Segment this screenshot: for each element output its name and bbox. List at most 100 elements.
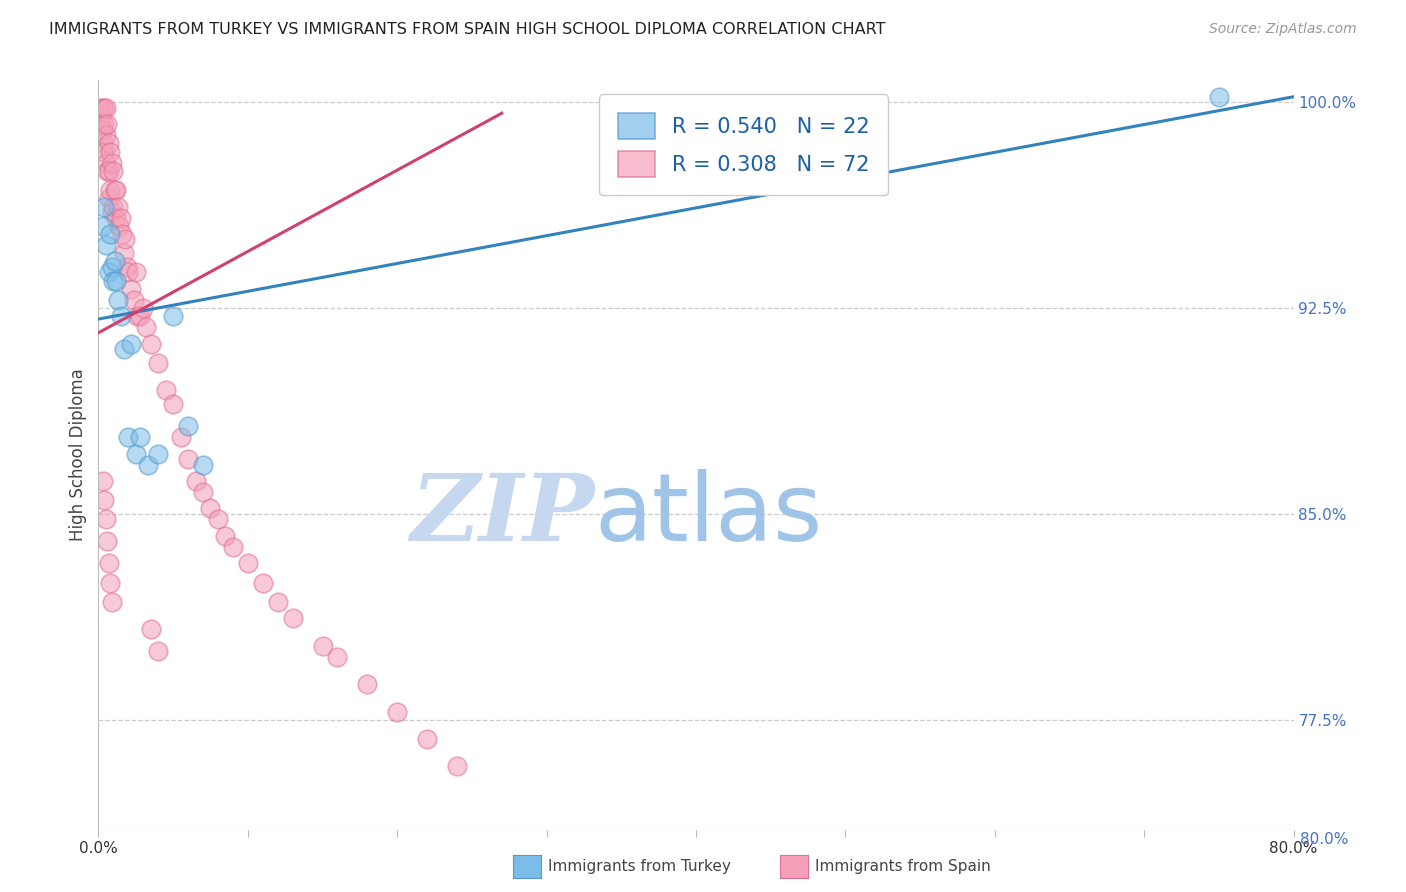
Point <box>117 265 139 279</box>
Point <box>90 109 112 123</box>
Point <box>105 274 128 288</box>
Point <box>105 211 128 225</box>
Point <box>148 356 170 370</box>
Point <box>236 557 259 571</box>
Text: 80.0%: 80.0% <box>1301 832 1348 847</box>
Point <box>107 200 129 214</box>
Point <box>107 293 129 307</box>
Point <box>124 293 146 307</box>
Point <box>108 219 131 233</box>
Point <box>101 595 124 609</box>
Point <box>416 731 439 746</box>
Point <box>93 145 115 159</box>
Point <box>98 227 122 241</box>
Point <box>222 540 245 554</box>
Text: ZIP: ZIP <box>411 470 595 560</box>
Point <box>155 384 177 398</box>
Point <box>385 705 409 719</box>
Point <box>125 265 148 279</box>
Point <box>117 430 139 444</box>
Point <box>93 117 115 131</box>
Point <box>97 265 120 279</box>
Point <box>93 200 115 214</box>
Point <box>162 310 184 324</box>
Point <box>96 117 118 131</box>
Point <box>135 320 157 334</box>
Point <box>112 246 135 260</box>
Legend: R = 0.540   N = 22, R = 0.308   N = 72: R = 0.540 N = 22, R = 0.308 N = 72 <box>599 95 889 195</box>
Point <box>129 430 152 444</box>
Point <box>191 485 214 500</box>
Point <box>91 101 114 115</box>
Point <box>148 644 170 658</box>
Point <box>103 200 125 214</box>
Text: atlas: atlas <box>595 469 823 561</box>
Point <box>105 183 128 197</box>
Point <box>177 452 200 467</box>
Text: Source: ZipAtlas.com: Source: ZipAtlas.com <box>1209 22 1357 37</box>
Point <box>103 274 125 288</box>
Point <box>139 622 162 636</box>
Point <box>89 101 111 115</box>
Point <box>101 205 124 219</box>
Point <box>101 155 124 169</box>
Point <box>91 474 114 488</box>
Point <box>356 677 378 691</box>
Point <box>97 136 120 151</box>
Point <box>96 534 118 549</box>
Point <box>91 136 114 151</box>
Text: Immigrants from Spain: Immigrants from Spain <box>815 859 991 873</box>
Point <box>101 260 124 274</box>
Point <box>129 310 152 324</box>
Point <box>120 336 142 351</box>
Point <box>267 595 290 609</box>
Point <box>97 557 120 571</box>
Point <box>127 310 149 324</box>
Point <box>90 117 112 131</box>
Point <box>98 183 122 197</box>
Point <box>120 282 142 296</box>
Point <box>114 232 136 246</box>
Point <box>214 529 236 543</box>
Point <box>252 575 274 590</box>
Point <box>94 101 117 115</box>
Point <box>115 260 138 274</box>
Point <box>110 211 132 225</box>
Point <box>93 101 115 115</box>
Point <box>98 575 122 590</box>
Point <box>97 164 120 178</box>
Point <box>1208 89 1230 103</box>
Point <box>177 419 200 434</box>
Text: IMMIGRANTS FROM TURKEY VS IMMIGRANTS FROM SPAIN HIGH SCHOOL DIPLOMA CORRELATION : IMMIGRANTS FROM TURKEY VS IMMIGRANTS FRO… <box>49 22 886 37</box>
Point <box>110 310 132 324</box>
Point <box>169 430 191 444</box>
Point <box>97 191 120 205</box>
Point <box>91 122 114 136</box>
Point <box>94 512 117 526</box>
Point <box>446 759 468 773</box>
Point <box>94 128 117 143</box>
Y-axis label: High School Diploma: High School Diploma <box>69 368 87 541</box>
Point <box>281 611 304 625</box>
Point <box>94 155 117 169</box>
Point <box>94 238 117 252</box>
Point <box>98 145 122 159</box>
Point <box>93 493 115 508</box>
Point <box>148 446 170 460</box>
Point <box>103 164 125 178</box>
Point <box>207 512 229 526</box>
Point <box>162 397 184 411</box>
Point <box>96 164 118 178</box>
Point <box>125 446 148 460</box>
Point <box>104 183 127 197</box>
Point <box>136 458 159 472</box>
Point <box>104 254 127 268</box>
Point <box>132 301 155 315</box>
Point <box>112 343 135 357</box>
Point <box>200 501 222 516</box>
Point <box>326 649 349 664</box>
Point <box>139 336 162 351</box>
Text: Immigrants from Turkey: Immigrants from Turkey <box>548 859 731 873</box>
Point <box>184 474 207 488</box>
Point <box>311 639 333 653</box>
